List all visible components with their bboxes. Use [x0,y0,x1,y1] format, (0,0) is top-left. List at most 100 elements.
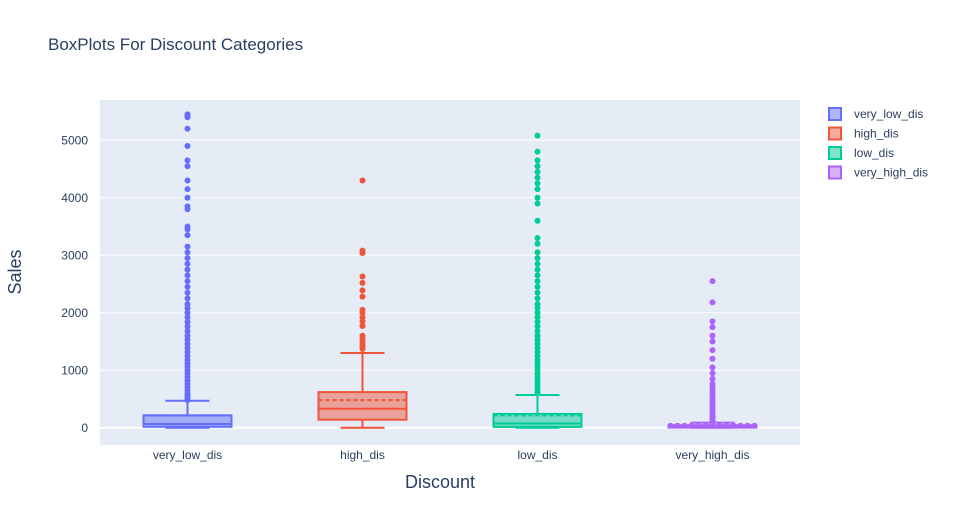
outlier-point [534,289,541,296]
outlier-point [709,355,716,362]
outlier-point [534,260,541,267]
box-trace-very_low_dis [142,111,233,429]
legend-item-high_dis: high_dis [828,126,899,141]
outlier-point [534,200,541,207]
outlier-point [359,177,366,184]
outlier-point [709,364,716,371]
outlier-point [184,194,191,201]
y-tick-labels: 0 1000 2000 3000 4000 5000 [61,133,88,435]
outlier-point [534,301,541,308]
outlier-point [709,370,716,377]
outlier-point [709,347,716,354]
outlier-point [184,289,191,296]
y-tick-label: 4000 [61,191,88,205]
outlier-point [534,148,541,155]
outlier-point [709,324,716,331]
outlier-point [534,318,541,325]
box-trace-very_high_dis [667,278,758,429]
iqr-box [142,414,233,428]
outlier-point [184,157,191,164]
outlier-point [359,332,366,339]
outlier-point [184,301,191,308]
legend-swatch [828,107,842,121]
outlier-point [184,111,191,118]
legend-label: very_high_dis [854,166,928,180]
outlier-point [184,328,191,335]
outlier-point [184,177,191,184]
legend-swatch [828,165,842,180]
outlier-point [184,163,191,170]
outlier-point [534,278,541,285]
outlier-point [709,299,716,306]
outlier-point [534,168,541,175]
legend-label: high_dis [854,127,899,141]
outlier-point [534,240,541,247]
legend-swatch [828,126,842,141]
legend-item-very_low_dis: very_low_dis [828,107,923,121]
outlier-point [534,194,541,201]
y-tick-label: 5000 [61,133,88,147]
outlier-point [534,132,541,139]
outlier-point [184,295,191,302]
x-axis-title: Discount [405,472,475,492]
outlier-point [534,314,541,321]
outlier-point [184,332,191,339]
outlier-point [534,163,541,170]
outlier-point [534,180,541,187]
y-tick-label: 2000 [61,306,88,320]
iqr-box [317,391,408,421]
outlier-point [534,186,541,193]
outlier-point [359,322,366,329]
y-tick-label: 0 [81,421,88,435]
outlier-point [184,323,191,330]
x-tick-label: very_high_dis [675,448,749,462]
outlier-point [709,318,716,325]
outlier-point [534,309,541,316]
outlier-point [184,203,191,210]
outlier-point [534,249,541,256]
legend-label: very_low_dis [854,107,923,121]
outlier-point [184,249,191,256]
outlier-point [534,266,541,273]
x-tick-label: low_dis [517,448,557,462]
outlier-point [184,260,191,267]
outlier-point [534,272,541,279]
outlier-point [184,283,191,290]
outlier-point [534,295,541,302]
outlier-point [709,338,716,345]
outlier-point [709,278,716,285]
outlier-point [359,273,366,280]
outlier-point [184,266,191,273]
outlier-point [184,309,191,316]
outlier-point [184,278,191,285]
outlier-point [709,381,716,388]
y-tick-label: 3000 [61,248,88,262]
chart-title: BoxPlots For Discount Categories [48,35,303,54]
plot-background [100,100,800,445]
outlier-point [184,232,191,239]
outlier-point [184,272,191,279]
outlier-point [534,157,541,164]
outlier-point [359,279,366,286]
outlier-point [534,332,541,339]
box-trace-high_dis [317,177,408,429]
legend-swatch [828,146,842,160]
outlier-point [184,243,191,250]
legend: very_low_dis high_dis low_dis very_high_dis [828,107,928,180]
outlier-point [184,255,191,262]
outlier-point [184,125,191,132]
outlier-point [359,287,366,294]
box-trace-low_dis [492,132,583,429]
y-axis-title: Sales [5,249,25,294]
outlier-point [534,255,541,262]
outlier-point [359,314,366,321]
x-tick-label: very_low_dis [153,448,222,462]
outlier-point [184,143,191,149]
legend-item-very_high_dis: very_high_dis [828,165,928,180]
outlier-point [184,223,191,230]
outlier-point [184,314,191,321]
legend-label: low_dis [854,146,894,160]
y-tick-label: 1000 [61,363,88,377]
outlier-point [534,328,541,335]
